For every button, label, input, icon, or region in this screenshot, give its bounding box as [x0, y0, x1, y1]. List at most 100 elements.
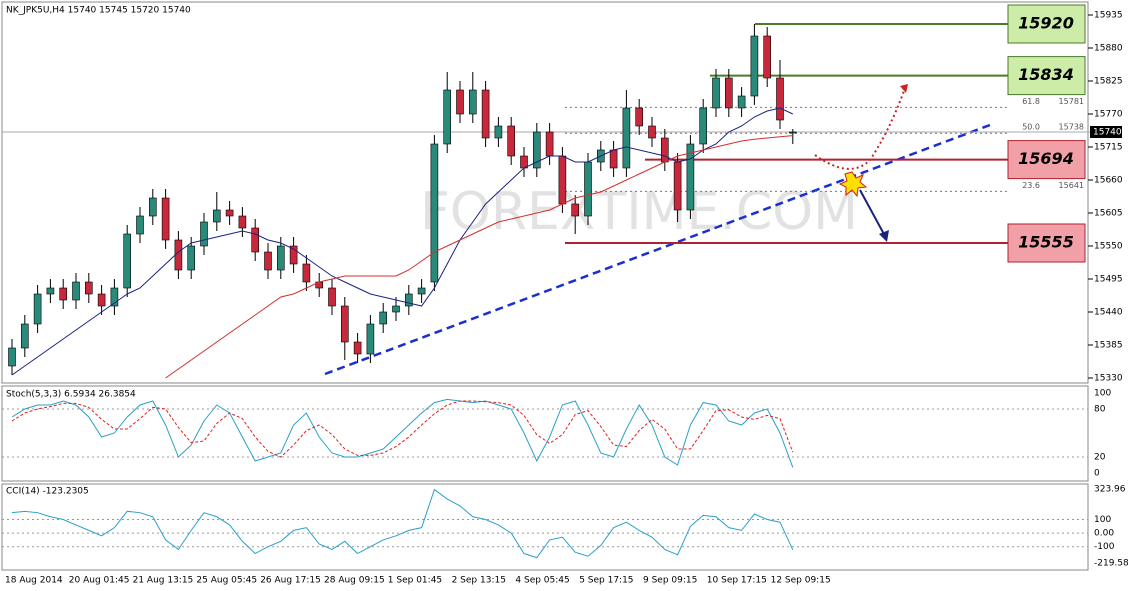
candle-body: [673, 161, 682, 211]
arrow-head-down: [879, 230, 889, 242]
stoch-title: Stoch(5,3,3) 6.5934 26.3854: [6, 390, 136, 400]
projection-down: [859, 189, 886, 237]
main-panel: [1, 1, 1089, 384]
candle-body: [123, 233, 131, 289]
candle-body: [660, 137, 669, 163]
level-box-bg: [1007, 140, 1086, 180]
candle-body: [33, 293, 42, 325]
candle-body: [72, 281, 80, 301]
y-tick-label: 15440: [1094, 308, 1123, 318]
candle-body: [251, 227, 259, 253]
candle-body: [456, 89, 464, 115]
cci-tick-label: -219.585: [1094, 559, 1128, 569]
candle-body: [20, 323, 29, 349]
candle-body: [763, 35, 772, 79]
candle-body: [494, 125, 503, 139]
stoch-tick-label: 0: [1094, 469, 1100, 479]
stoch-tick-label: 100: [1094, 389, 1111, 399]
candle-body: [635, 107, 644, 127]
candle-body: [417, 287, 426, 295]
cci-tick-label: 100: [1094, 515, 1111, 525]
y-tick-label: 15825: [1094, 77, 1123, 87]
fib-value: 15781: [1059, 97, 1084, 106]
candle-body: [724, 77, 733, 109]
level-box: 15555: [1007, 223, 1086, 263]
chart-title: NK_JPK5U,H4 15740 15745 15720 15740: [6, 6, 191, 16]
fib-value: 15641: [1059, 181, 1084, 190]
x-tick-label: 21 Aug 13:15: [133, 576, 194, 586]
candle-body: [136, 215, 144, 235]
candle-body: [97, 293, 106, 307]
level-box-label: 15834: [1018, 65, 1074, 84]
candle-body: [584, 161, 592, 217]
y-tick-label: 15495: [1094, 275, 1123, 285]
candle-body: [686, 143, 695, 211]
candle-body: [225, 209, 234, 217]
candle-body: [328, 287, 336, 307]
cci-tick-label: 323.96: [1094, 485, 1126, 495]
candle-body: [648, 125, 656, 139]
y-tick-label: 15935: [1094, 11, 1123, 21]
candle-body: [187, 245, 195, 271]
candle-body: [8, 347, 16, 367]
x-tick-label: 5 Sep 17:15: [579, 576, 633, 586]
stoch-panel: [1, 385, 1089, 482]
y-tick-label: 15330: [1094, 374, 1123, 384]
candle-body: [213, 209, 221, 223]
candle-body: [200, 221, 208, 247]
cci-panel: [1, 483, 1089, 571]
candle-body: [276, 245, 285, 271]
stoch-main: [11, 398, 794, 468]
level-box-label: 15694: [1018, 149, 1074, 168]
candle-body: [750, 35, 759, 97]
price-tag: [1090, 126, 1122, 138]
candle-body: [161, 197, 170, 241]
moving-average: [11, 107, 794, 376]
x-tick-label: 20 Aug 01:45: [69, 576, 130, 586]
candle-body: [289, 245, 298, 265]
candle-body: [737, 95, 746, 109]
fib-label: 61.8: [1022, 97, 1040, 106]
stoch-signal: [11, 400, 794, 458]
cci-line: [11, 488, 794, 559]
candle-body: [59, 287, 68, 301]
candle-body: [699, 107, 708, 145]
candle-body: [443, 89, 452, 145]
level-box-label: 15920: [1018, 14, 1074, 33]
x-tick-label: 4 Sep 05:45: [515, 576, 569, 586]
moving-average: [165, 135, 793, 379]
x-tick-label: 25 Aug 05:45: [196, 576, 257, 586]
projection-up: [814, 87, 906, 170]
candle-body: [85, 281, 93, 295]
price-tag-label: 15740: [1093, 128, 1122, 138]
candle-body: [353, 341, 362, 355]
candle-body: [340, 305, 349, 343]
x-tick-label: 26 Aug 17:15: [260, 576, 321, 586]
candle-body: [558, 155, 567, 205]
candle-body: [520, 155, 528, 169]
candle-body: [776, 77, 784, 121]
candle-body: [379, 311, 388, 325]
candle-body: [404, 293, 413, 307]
x-tick-label: 12 Sep 09:15: [771, 576, 831, 586]
level-box-bg: [1007, 223, 1086, 263]
x-tick-label: 18 Aug 2014: [5, 576, 63, 586]
fib-label: 50.0: [1022, 123, 1040, 132]
candle-body: [46, 287, 55, 295]
x-tick-label: 28 Aug 09:15: [324, 576, 385, 586]
candle-body: [366, 323, 375, 355]
x-tick-label: 1 Sep 01:45: [388, 576, 442, 586]
candle-body: [507, 125, 516, 157]
arrow-head-up: [900, 84, 908, 93]
y-tick-label: 15770: [1094, 110, 1123, 120]
cci-tick-label: 0.00: [1094, 529, 1114, 539]
candle-body: [532, 131, 541, 169]
level-box-bg: [1007, 56, 1086, 96]
candle-body: [609, 149, 618, 169]
candle-body: [110, 287, 119, 307]
candle-body: [712, 77, 720, 109]
level-box: 15834: [1007, 56, 1086, 96]
cci-tick-label: -100: [1094, 542, 1115, 552]
